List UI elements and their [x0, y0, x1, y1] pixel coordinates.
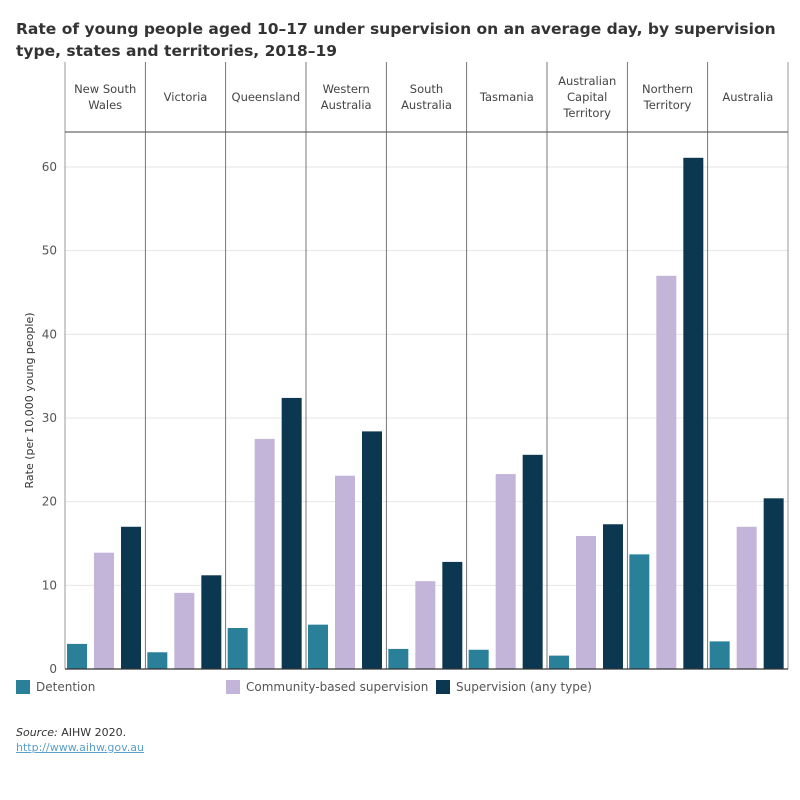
bar-supervision-any-type-: [362, 431, 382, 669]
category-label: Tasmania: [479, 90, 534, 104]
category-label: Australian: [558, 74, 616, 88]
bar-supervision-any-type-: [442, 561, 463, 669]
y-tick-label: 10: [42, 578, 57, 592]
category-label: Queensland: [232, 90, 301, 104]
bar-supervision-any-type-: [522, 454, 543, 669]
bar-community-based-supervision: [335, 475, 355, 669]
bar-detention: [468, 649, 489, 669]
category-label: Australia: [321, 98, 372, 112]
legend-label: Community-based supervision: [246, 680, 429, 694]
bar-community-based-supervision: [495, 474, 516, 669]
legend-item-any[interactable]: Supervision (any type): [436, 680, 592, 694]
bar-detention: [227, 628, 248, 669]
y-tick-label: 60: [42, 160, 57, 174]
category-label: Australia: [722, 90, 773, 104]
source-label: Source:: [16, 726, 58, 739]
legend-item-community[interactable]: Community-based supervision: [226, 680, 428, 694]
y-tick-label: 20: [42, 495, 57, 509]
y-tick-label: 50: [42, 244, 57, 258]
legend-label: Supervision (any type): [456, 680, 592, 694]
legend-item-detention[interactable]: Detention: [16, 680, 95, 694]
bar-community-based-supervision: [94, 552, 114, 669]
category-label: Wales: [88, 98, 122, 112]
category-label: Victoria: [164, 90, 208, 104]
source-text: AIHW 2020.: [57, 726, 127, 739]
bar-supervision-any-type-: [683, 157, 704, 669]
bar-detention: [629, 554, 650, 669]
legend-swatch: [16, 680, 30, 694]
bar-detention: [308, 624, 328, 669]
bar-community-based-supervision: [415, 581, 436, 669]
category-label: Northern: [642, 82, 693, 96]
category-label: Australia: [401, 98, 452, 112]
bar-detention: [388, 648, 409, 669]
bar-supervision-any-type-: [281, 397, 302, 669]
source-link[interactable]: http://www.aihw.gov.au: [16, 741, 145, 754]
bar-community-based-supervision: [254, 438, 275, 669]
category-label: Territory: [643, 98, 692, 112]
category-label: Western: [323, 82, 370, 96]
bar-supervision-any-type-: [201, 575, 222, 669]
bar-community-based-supervision: [656, 275, 677, 669]
bar-supervision-any-type-: [763, 498, 784, 669]
bar-detention: [709, 641, 730, 669]
bar-detention: [549, 655, 569, 669]
bar-detention: [67, 643, 87, 669]
legend-swatch: [226, 680, 240, 694]
category-label: Territory: [562, 106, 611, 120]
category-label: New South: [74, 82, 136, 96]
bar-supervision-any-type-: [603, 524, 623, 669]
legend-swatch: [436, 680, 450, 694]
bar-supervision-any-type-: [121, 526, 141, 669]
y-tick-label: 40: [42, 327, 57, 341]
chart-title: Rate of young people aged 10–17 under su…: [16, 20, 776, 60]
bar-community-based-supervision: [576, 535, 596, 669]
legend-label: Detention: [36, 680, 96, 694]
y-tick-label: 0: [49, 662, 57, 676]
bar-community-based-supervision: [736, 526, 757, 669]
category-label: Capital: [567, 90, 607, 104]
y-tick-label: 30: [42, 411, 57, 425]
source-note: Source: AIHW 2020.: [16, 726, 126, 739]
bar-detention: [147, 652, 168, 669]
y-axis-label: Rate (per 10,000 young people): [23, 312, 36, 488]
bar-community-based-supervision: [174, 592, 195, 669]
category-label: South: [410, 82, 443, 96]
